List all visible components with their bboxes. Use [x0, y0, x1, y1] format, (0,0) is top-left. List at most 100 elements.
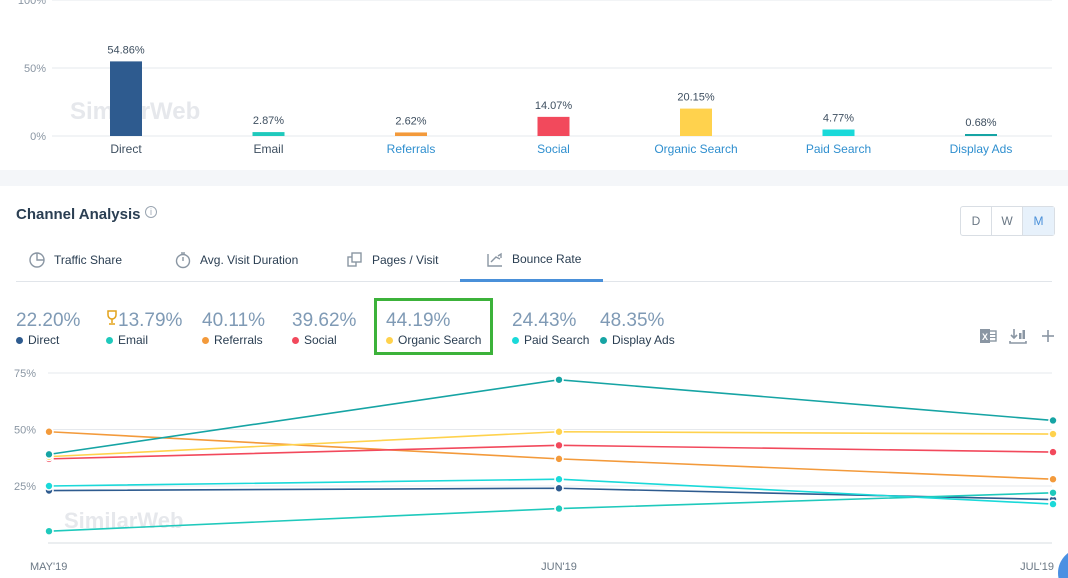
bar-paid-search[interactable]: [822, 129, 855, 136]
tab-label: Pages / Visit: [372, 253, 439, 267]
metric-social[interactable]: 39.62% Social: [292, 310, 356, 347]
metric-paid-search[interactable]: 24.43% Paid Search: [512, 310, 589, 347]
bar-direct[interactable]: [110, 61, 142, 137]
tab-avg-visit-duration[interactable]: Avg. Visit Duration: [168, 238, 328, 282]
granularity-d-button[interactable]: D: [961, 207, 992, 235]
bar-email[interactable]: [252, 132, 285, 136]
bar-social[interactable]: [537, 116, 570, 136]
series-point-organic-search[interactable]: [554, 426, 564, 437]
series-point-email[interactable]: [554, 503, 564, 514]
legend-dot: [106, 336, 113, 344]
series-point-direct[interactable]: [554, 483, 564, 494]
info-icon[interactable]: i: [145, 206, 157, 218]
bar-referrals[interactable]: [395, 132, 427, 136]
excel-export-icon[interactable]: X: [978, 326, 998, 346]
metric-organic-search[interactable]: 44.19% Organic Search: [386, 310, 481, 347]
metric-referrals[interactable]: 40.11% Referrals: [202, 310, 265, 347]
series-point-email[interactable]: [1048, 487, 1058, 498]
line-xtick-label: JUL'19: [1020, 561, 1054, 573]
metric-label: Social: [292, 333, 356, 347]
bar-ytick-label: 100%: [18, 0, 46, 7]
bar-value-label: 0.68%: [965, 117, 996, 129]
metric-value: 48.35%: [600, 310, 665, 331]
legend-dot: [202, 336, 209, 344]
legend-dot: [600, 336, 607, 344]
series-line-organic-search: [48, 430, 1054, 458]
metric-tabs: Traffic Share Avg. Visit Duration Pages / …: [16, 238, 1052, 282]
bar-category-display-ads[interactable]: Display Ads: [950, 142, 1013, 156]
metric-label: Display Ads: [600, 333, 675, 347]
bar-category-paid-search[interactable]: Paid Search: [806, 142, 871, 156]
watermark: SimilarWeb: [64, 508, 183, 533]
series-point-social[interactable]: [44, 454, 54, 464]
series-point-social[interactable]: [554, 440, 564, 451]
metric-display-ads[interactable]: 48.35% Display Ads: [600, 310, 675, 347]
legend-dot: [386, 336, 393, 344]
floating-action-button[interactable]: [1058, 548, 1068, 578]
series-line-referrals: [48, 430, 1054, 481]
pages-icon: [347, 252, 362, 267]
series-point-referrals[interactable]: [1048, 474, 1058, 485]
tab-traffic-share[interactable]: Traffic Share: [22, 238, 150, 282]
series-point-display-ads[interactable]: [1048, 415, 1058, 426]
bounce-arrow-icon: [487, 252, 502, 267]
line-ytick-label: 25%: [14, 481, 36, 493]
series-point-direct[interactable]: [1048, 494, 1058, 505]
bar-value-label: 14.07%: [535, 100, 573, 112]
bar-value-label: 20.15%: [677, 92, 715, 104]
bar-category-social[interactable]: Social: [537, 142, 570, 156]
series-point-email[interactable]: [44, 526, 54, 537]
series-point-social[interactable]: [1048, 447, 1058, 457]
series-point-display-ads[interactable]: [44, 449, 54, 460]
line-xtick-label: MAY'19: [30, 561, 67, 573]
bar-category-organic-search[interactable]: Organic Search: [654, 142, 737, 156]
traffic-sources-bar-chart: SimilarWeb100%50%0%54.86%Direct2.87%Emai…: [18, 0, 1052, 156]
series-line-direct: [48, 487, 1054, 501]
bar-category-referrals[interactable]: Referrals: [387, 142, 436, 156]
download-icon[interactable]: [1008, 326, 1028, 346]
metric-label: Paid Search: [512, 333, 589, 347]
tab-pages-visit[interactable]: Pages / Visit: [340, 238, 450, 282]
series-point-display-ads[interactable]: [554, 374, 564, 385]
metric-label: Direct: [16, 333, 80, 347]
metric-direct[interactable]: 22.20% Direct: [16, 310, 80, 347]
series-line-display-ads: [48, 378, 1054, 456]
series-point-referrals[interactable]: [554, 454, 564, 464]
series-point-paid-search[interactable]: [1048, 499, 1058, 509]
granularity-w-button[interactable]: W: [992, 207, 1023, 235]
series-point-paid-search[interactable]: [554, 474, 564, 485]
line-ytick-label: 75%: [14, 368, 36, 380]
series-point-referrals[interactable]: [44, 426, 54, 437]
bar-display-ads[interactable]: [965, 134, 997, 136]
series-point-direct[interactable]: [44, 485, 54, 496]
series-point-organic-search[interactable]: [1048, 429, 1058, 439]
bar-category-direct: Direct: [110, 142, 142, 156]
tab-bounce-rate[interactable]: Bounce Rate: [460, 238, 603, 282]
metric-value: 44.19%: [386, 310, 451, 331]
metric-email[interactable]: 13.79% Email: [106, 310, 182, 347]
tab-label: Bounce Rate: [512, 251, 582, 266]
pie-chart-icon: [29, 252, 45, 268]
channel-analysis-title: Channel Analysis: [16, 206, 141, 223]
metric-value: 13.79%: [106, 310, 182, 332]
granularity-m-button[interactable]: M: [1023, 207, 1054, 235]
series-line-paid-search: [48, 478, 1054, 505]
organic-search-highlight: [374, 298, 493, 355]
stopwatch-icon: [175, 252, 191, 269]
legend-dot: [292, 336, 299, 344]
series-line-social: [48, 444, 1054, 460]
card-separator: [0, 170, 1068, 186]
bar-value-label: 2.62%: [395, 115, 426, 127]
series-point-paid-search[interactable]: [44, 481, 54, 491]
bar-organic-search[interactable]: [680, 108, 712, 136]
bar-value-label: 2.87%: [253, 115, 284, 127]
bar-value-label: 4.77%: [823, 113, 854, 125]
add-icon[interactable]: [1038, 326, 1058, 346]
metric-label: Email: [106, 333, 182, 347]
series-point-organic-search[interactable]: [44, 451, 54, 462]
line-ytick-label: 50%: [14, 425, 36, 437]
bar-ytick-label: 50%: [24, 63, 46, 75]
trophy-icon: [107, 310, 117, 325]
legend-dot: [16, 336, 23, 344]
